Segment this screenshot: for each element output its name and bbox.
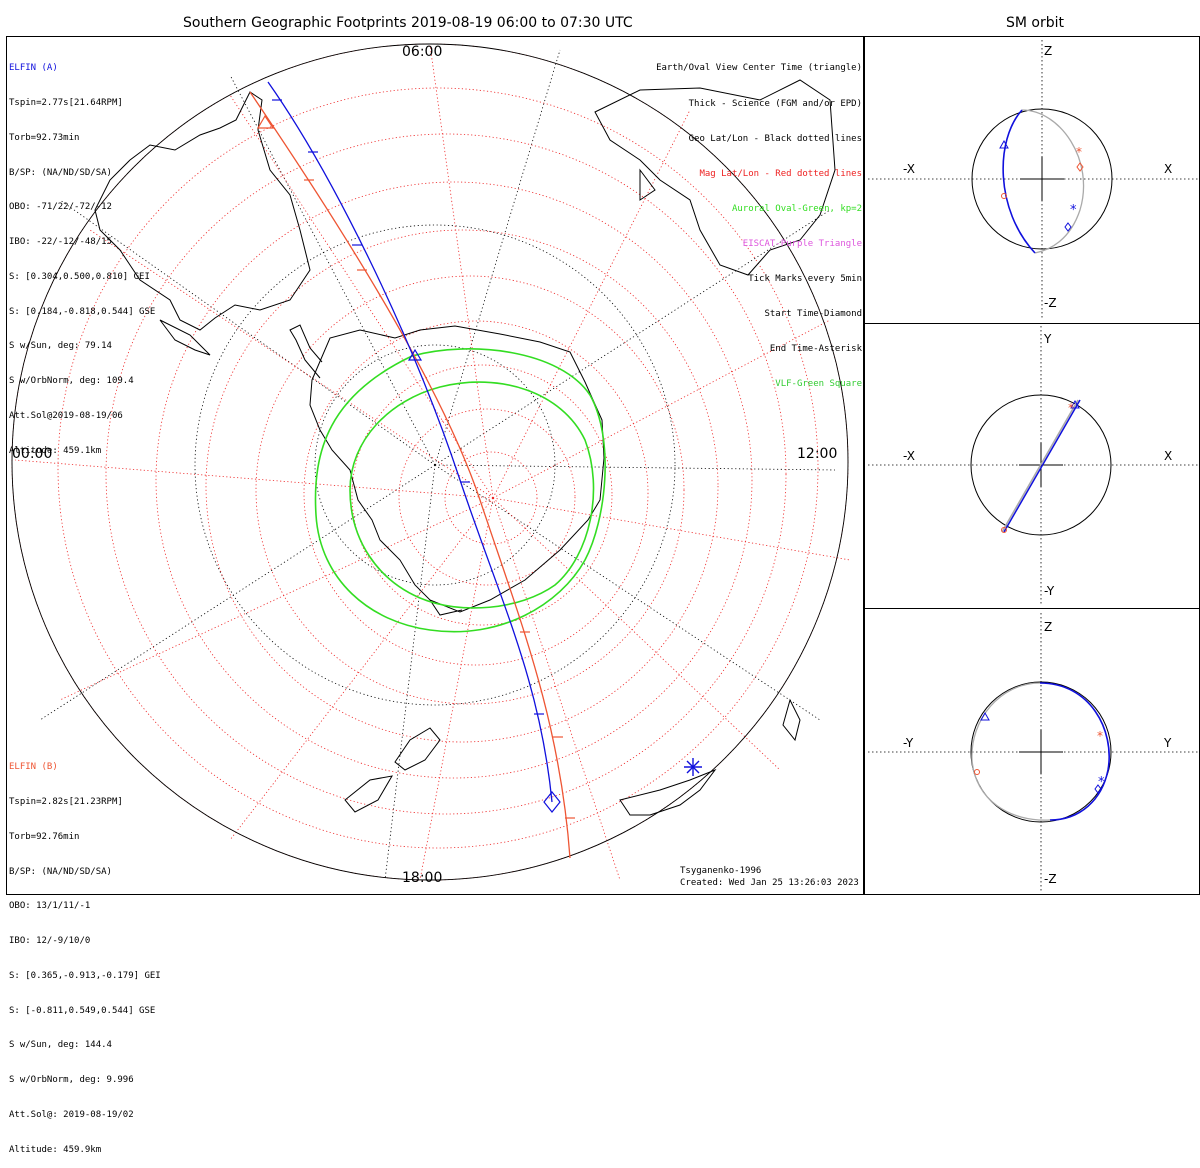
elfin-a-name: ELFIN (A)	[9, 63, 58, 74]
legend: Earth/Oval View Center Time (triangle) T…	[656, 40, 862, 403]
elfin-b-line: Att.Sol@: 2019-08-19/02	[9, 1110, 134, 1120]
elfin-a-start-diamond	[543, 791, 561, 813]
time-label-bottom: 18:00	[402, 870, 443, 886]
elfin-b-line: S: [-0.811,0.549,0.544] GSE	[9, 1005, 156, 1016]
elfin-b-track	[249, 91, 575, 859]
time-label-right: 12:00	[797, 446, 838, 462]
panel3-left-label: -Y	[903, 736, 914, 750]
footprint-map: * * * * *	[6, 36, 1200, 895]
elfin-b-line: IBO: 12/-9/10/0	[9, 936, 91, 947]
elfin-b-line: S w/OrbNorm, deg: 9.996	[9, 1075, 134, 1086]
panel2-top-label: Y	[1044, 332, 1052, 346]
elfin-b-line: Tspin=2.82s[21.23RPM]	[9, 796, 123, 807]
legend-item: Start Time-Diamond	[764, 309, 862, 320]
elfin-a-line: Torb=92.73min	[9, 132, 80, 143]
panel1-top-label: Z	[1044, 44, 1053, 58]
legend-item: Thick - Science (FGM and/or EPD)	[688, 98, 862, 109]
panel3-bottom-label: -Z	[1044, 872, 1057, 886]
legend-item: VLF-Green Square	[775, 379, 862, 390]
elfin-b-view-center-triangle	[256, 114, 275, 129]
geo-grid	[39, 49, 836, 881]
panel3-top-label: Z	[1044, 620, 1053, 634]
elfin-a-line: S w/OrbNorm, deg: 109.4	[9, 376, 134, 387]
elfin-a-end-asterisk	[684, 758, 702, 776]
elfin-b-line: B/SP: (NA/ND/SD/SA)	[9, 866, 112, 877]
svg-text:*: *	[1068, 401, 1074, 415]
main-title: Southern Geographic Footprints 2019-08-1…	[183, 15, 633, 31]
orbit-panel-xz: * *	[868, 40, 1198, 320]
elfin-b-line: S: [0.365,-0.913,-0.179] GEI	[9, 970, 161, 981]
elfin-a-line: Att.Sol@2019-08-19/06	[9, 411, 123, 421]
elfin-b-name: ELFIN (B)	[9, 762, 58, 773]
credit: Tsyganenko-1996 Created: Wed Jan 25 13:26…	[680, 866, 859, 889]
elfin-b-line: OBO: 13/1/11/-1	[9, 901, 91, 912]
credit-created: Created: Wed Jan 25 13:26:03 2023	[680, 877, 859, 888]
coastlines	[94, 79, 836, 816]
auroral-oval-outer	[314, 348, 606, 633]
elfin-a-line: S: [0.184,-0.818,0.544] GSE	[9, 306, 156, 317]
elfin-a-track	[267, 81, 702, 813]
orbit-title: SM orbit	[1006, 15, 1065, 31]
panel1-left-label: -X	[903, 162, 915, 176]
legend-item: Earth/Oval View Center Time (triangle)	[656, 63, 862, 74]
earth-limb	[11, 43, 849, 881]
orbit-panel-yz: * *	[868, 613, 1198, 893]
panel2-right-label: X	[1164, 449, 1173, 463]
elfin-a-view-center-triangle	[407, 348, 423, 361]
elfin-a-line: Altitude: 459.1km	[9, 445, 102, 456]
elfin-a-line: S: [0.304,0.500,0.810] GEI	[9, 271, 150, 282]
mag-grid	[11, 43, 851, 881]
elfin-b-line: Altitude: 459.9km	[9, 1144, 102, 1155]
panel3-right-label: Y	[1164, 736, 1172, 750]
elfin-a-line: B/SP: (NA/ND/SD/SA)	[9, 167, 112, 178]
legend-item: End Time-Asterisk	[769, 344, 862, 355]
legend-item: Geo Lat/Lon - Black dotted lines	[688, 133, 862, 144]
credit-model: Tsyganenko-1996	[680, 866, 762, 876]
time-label-left: 00:00	[12, 446, 53, 462]
panel1-right-label: X	[1164, 162, 1173, 176]
elfin-b-line: Torb=92.76min	[9, 831, 80, 842]
legend-item: Tick Marks every 5min	[748, 273, 862, 284]
auroral-oval-inner	[349, 381, 595, 609]
legend-item: EISCAT-Purple Triangle	[742, 238, 862, 249]
legend-item: Mag Lat/Lon - Red dotted lines	[699, 168, 862, 179]
svg-text:*: *	[1098, 775, 1105, 790]
elfin-a-line: S w/Sun, deg: 79.14	[9, 341, 112, 352]
elfin-b-info: ELFIN (B) Tspin=2.82s[21.23RPM] Torb=92.…	[9, 739, 161, 1168]
panel1-bottom-label: -Z	[1044, 296, 1057, 310]
elfin-a-line: Tspin=2.77s[21.64RPM]	[9, 97, 123, 108]
map-frame	[6, 36, 864, 895]
elfin-a-line: IBO: -22/-12/-48/15	[9, 237, 112, 248]
auroral-ovals	[314, 348, 606, 633]
svg-text:*: *	[1070, 203, 1077, 218]
orbit-panel-xy: *	[868, 326, 1198, 606]
panel2-left-label: -X	[903, 449, 915, 463]
legend-item: Auroral Oval-Green, kp=2	[731, 203, 862, 214]
elfin-a-info: ELFIN (A) Tspin=2.77s[21.64RPM] Torb=92.…	[9, 40, 155, 469]
elfin-b-line: S w/Sun, deg: 144.4	[9, 1040, 112, 1051]
svg-text:*: *	[1076, 145, 1082, 159]
time-label-top: 06:00	[402, 44, 443, 60]
svg-text:*: *	[1097, 729, 1103, 743]
elfin-a-line: OBO: -71/22/-72/-12	[9, 202, 112, 213]
panel2-bottom-label: -Y	[1044, 584, 1055, 598]
